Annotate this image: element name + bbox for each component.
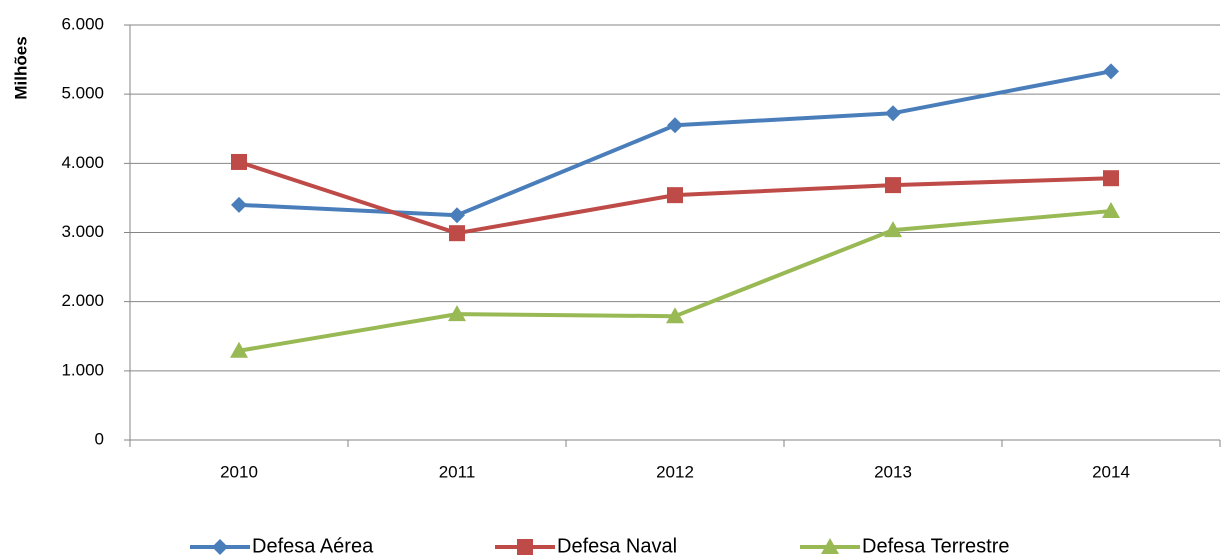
marker	[231, 196, 247, 213]
marker	[666, 307, 684, 324]
marker	[1102, 202, 1120, 219]
x-tick-label: 2010	[220, 462, 258, 481]
y-tick-label: 4.000	[61, 153, 104, 172]
marker	[448, 305, 466, 322]
marker	[667, 187, 683, 204]
marker	[885, 177, 901, 194]
legend-label: Defesa Naval	[557, 535, 677, 557]
marker	[449, 225, 465, 242]
x-tick-label: 2011	[439, 462, 476, 481]
y-tick-label: 0	[95, 429, 104, 448]
x-tick-label: 2013	[874, 462, 912, 481]
legend-label: Defesa Terrestre	[862, 535, 1009, 557]
marker	[449, 207, 465, 224]
y-tick-label: 3.000	[61, 222, 104, 241]
marker	[517, 539, 533, 555]
marker	[1103, 63, 1119, 80]
marker	[884, 221, 902, 238]
marker	[231, 153, 247, 170]
legend-label: Defesa Aérea	[252, 535, 374, 557]
y-tick-label: 5.000	[61, 84, 104, 103]
y-tick-label: 1.000	[61, 360, 104, 379]
y-axis-label: Milhões	[11, 36, 30, 99]
y-tick-label: 6.000	[61, 14, 104, 33]
marker	[230, 341, 248, 358]
marker	[212, 539, 228, 555]
marker	[821, 538, 839, 554]
x-tick-label: 2012	[656, 462, 694, 481]
marker	[667, 117, 683, 134]
marker	[885, 105, 901, 122]
marker	[1103, 170, 1119, 187]
x-tick-label: 2014	[1092, 462, 1130, 481]
y-tick-label: 2.000	[61, 291, 104, 310]
